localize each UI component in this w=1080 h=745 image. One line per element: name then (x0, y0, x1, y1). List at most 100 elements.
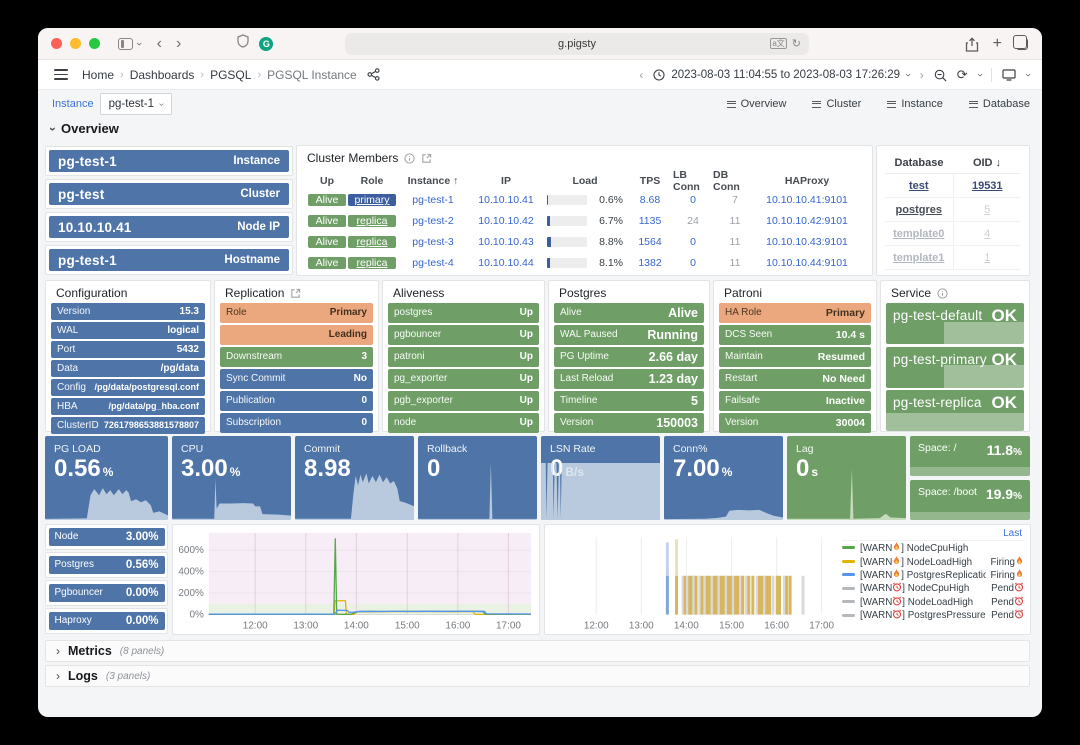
legend-row[interactable]: [WARN] NodeCpuHigh (842, 541, 1024, 555)
members-cell-tps[interactable]: 1382 (638, 257, 662, 269)
stat-tile-lag[interactable]: Lag 0 s (787, 436, 906, 520)
legend-last-header[interactable]: Last (1003, 528, 1022, 539)
time-shift-forward-icon[interactable]: › (919, 68, 924, 82)
database-col-header[interactable]: Database (894, 156, 944, 169)
section-overview[interactable]: › Overview (46, 121, 119, 136)
members-cell-haproxy[interactable]: 10.10.10.43:9101 (766, 236, 848, 248)
sidebar-toggle-icon[interactable] (118, 37, 133, 50)
breadcrumb-item[interactable]: Home (82, 67, 115, 82)
translate-icon[interactable]: a文 (770, 38, 787, 49)
role-chip[interactable]: replica (348, 257, 396, 269)
dashboard-link-cluster[interactable]: Cluster (812, 98, 861, 110)
members-cell-role[interactable]: replica (347, 253, 397, 273)
legend-label[interactable]: [WARN] NodeCpuHigh (860, 582, 970, 595)
database-name-link[interactable]: postgres (895, 203, 942, 216)
role-chip[interactable]: replica (348, 215, 396, 227)
members-col-header[interactable]: HAProxy (784, 174, 830, 187)
database-oid-link[interactable]: 4 (952, 222, 1022, 245)
tab-overview-icon[interactable] (1013, 35, 1028, 50)
tv-mode-chevron-icon[interactable]: › (1022, 73, 1035, 77)
database-oid-link[interactable]: 1 (952, 246, 1022, 269)
members-cell-instance[interactable]: pg-test-3 (412, 236, 454, 248)
time-range-picker[interactable]: 2023-08-03 11:04:55 to 2023-08-03 17:26:… (653, 69, 914, 81)
close-window-button[interactable] (51, 38, 62, 49)
members-cell-haproxy[interactable]: 10.10.10.44:9101 (766, 257, 848, 269)
members-cell-ip[interactable]: 10.10.10.42 (478, 215, 534, 227)
cpu-usage-chart-panel[interactable]: 0% 200% 400% 600% 12:00 13:00 14:00 15:00 16:00 1… (172, 524, 540, 635)
refresh-icon[interactable]: ⟳ (956, 67, 968, 82)
members-cell-role[interactable]: primary (347, 190, 397, 210)
members-cell-tps[interactable]: 8.68 (639, 194, 661, 206)
database-name-link[interactable]: test (908, 179, 929, 192)
members-cell-haproxy[interactable]: 10.10.10.41:9101 (766, 194, 848, 206)
section-logs[interactable]: › Logs (3 panels) (45, 665, 1030, 687)
identity-stat[interactable]: pg-test Cluster (49, 183, 289, 205)
members-cell-instance[interactable]: pg-test-1 (412, 194, 454, 206)
members-cell-tps[interactable]: 1135 (638, 215, 662, 227)
back-button[interactable]: ‹ (156, 34, 162, 52)
members-cell-role[interactable]: replica (347, 232, 397, 252)
dashboard-link-instance[interactable]: Instance (887, 98, 943, 110)
identity-stat[interactable]: 10.10.10.41 Node IP (49, 216, 289, 238)
cluster-members-title-row[interactable]: Cluster Members (297, 146, 872, 165)
members-col-header[interactable]: LB Conn (673, 168, 700, 193)
legend-label[interactable]: [WARN] NodeLoadHigh (860, 555, 973, 568)
stat-tile-cpu[interactable]: CPU 3.00% (172, 436, 291, 520)
legend-row[interactable]: [WARN] PostgresPressureHigh Pend (842, 609, 1024, 623)
alert-events-chart-panel[interactable]: 12:00 13:00 14:00 15:00 16:00 17:00 Last [WARN… (544, 524, 1031, 635)
window-controls[interactable] (51, 38, 100, 49)
identity-stat[interactable]: pg-test-1 Hostname (49, 249, 289, 271)
legend-row[interactable]: [WARN] NodeCpuHigh Pend (842, 582, 1024, 596)
info-icon[interactable] (937, 287, 948, 299)
legend-header[interactable]: Last (842, 528, 1024, 541)
legend-row[interactable]: [WARN] NodeLoadHigh Firing (842, 555, 1024, 569)
usage-stat[interactable]: Postgres 0.56% (48, 555, 165, 574)
external-link-icon[interactable] (421, 153, 432, 164)
members-col-header[interactable]: Load (572, 174, 598, 187)
stat-tile-lsn-rate[interactable]: LSN Rate0B/s (541, 436, 660, 520)
info-icon[interactable] (404, 152, 415, 164)
extension-icon[interactable] (237, 34, 249, 53)
service-tile[interactable]: pg-test-primary OK (886, 346, 1024, 388)
database-oid-link[interactable]: 5 (952, 198, 1022, 221)
cpu-usage-chart[interactable]: 0% 200% 400% 600% 12:00 13:00 14:00 15:00 16:00 1… (173, 525, 539, 635)
database-oid-link[interactable]: 19531 (952, 174, 1022, 197)
section-metrics[interactable]: › Metrics (8 panels) (45, 640, 1030, 662)
members-cell-instance[interactable]: pg-test-2 (412, 215, 454, 227)
members-cell-lbconn[interactable]: 0 (690, 194, 696, 206)
instance-filter-dropdown[interactable]: pg-test-1 › (99, 93, 173, 115)
members-cell-ip[interactable]: 10.10.10.44 (478, 257, 534, 269)
legend-label[interactable]: [WARN] NodeLoadHigh (860, 596, 974, 608)
sidebar-chevron-icon[interactable]: › (132, 41, 145, 46)
time-shift-back-icon[interactable]: ‹ (639, 68, 644, 82)
service-tile[interactable]: pg-test-default OK (886, 303, 1024, 344)
usage-stat[interactable]: Node 3.00% (48, 527, 165, 546)
stat-tile-commit[interactable]: Commit 8.98 (295, 436, 414, 520)
stat-tile-conn-[interactable]: Conn% 7.00% (664, 436, 783, 520)
tv-mode-icon[interactable] (1002, 69, 1016, 81)
breadcrumb-item[interactable]: PGSQL Instance (267, 67, 357, 82)
members-cell-lbconn[interactable]: 0 (690, 257, 696, 269)
share-icon[interactable] (965, 36, 979, 52)
zoom-window-button[interactable] (89, 38, 100, 49)
space-tile[interactable]: Space: / 11.8% (910, 436, 1030, 476)
role-chip[interactable]: primary (348, 194, 396, 206)
members-col-header[interactable]: Role (360, 174, 384, 187)
address-bar[interactable]: g.pigsty a文 ↻ (345, 33, 809, 55)
legend-label[interactable]: [WARN] PostgresReplicationBreak (860, 569, 986, 582)
members-col-header[interactable]: Up (320, 174, 334, 187)
alert-events-chart[interactable]: 12:00 13:00 14:00 15:00 16:00 17:00 (545, 525, 1030, 636)
role-chip[interactable]: replica (348, 236, 396, 248)
database-name-link[interactable]: template0 (893, 227, 945, 240)
legend-label[interactable]: [WARN] NodeCpuHigh (860, 542, 969, 555)
members-cell-lbconn[interactable]: 24 (687, 215, 699, 227)
stat-tile-rollback[interactable]: Rollback 0 (418, 436, 537, 520)
members-cell-role[interactable]: replica (347, 211, 397, 231)
grammarly-extension-icon[interactable]: G (259, 36, 274, 51)
members-col-header[interactable]: TPS (639, 174, 661, 187)
reload-icon[interactable]: ↻ (791, 38, 801, 50)
external-link-icon[interactable] (290, 288, 301, 299)
usage-stat[interactable]: Pgbouncer 0.00% (48, 583, 165, 602)
database-col-header[interactable]: OID ↓ (972, 156, 1002, 169)
legend-row[interactable]: [WARN] NodeLoadHigh Pend (842, 595, 1024, 609)
